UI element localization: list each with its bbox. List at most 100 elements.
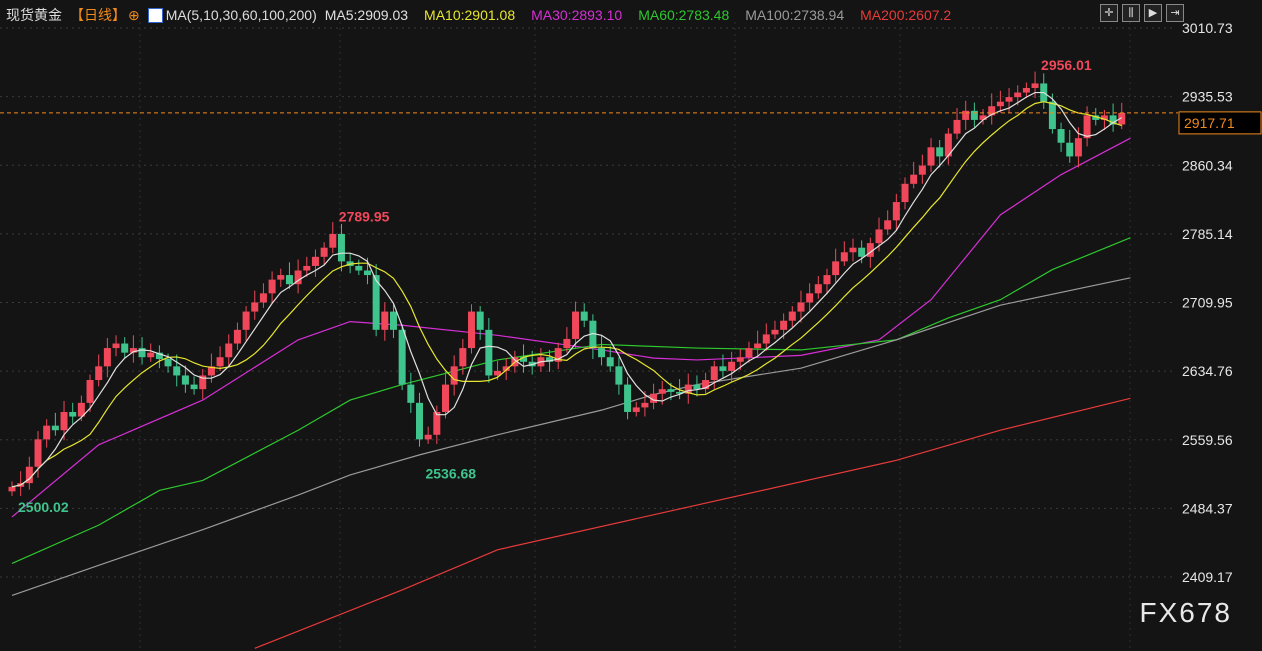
candle-up [806,293,814,303]
y-tick-label: 3010.73 [1182,20,1233,36]
candle-down [355,265,363,271]
candle-up [442,384,449,412]
candle-up [918,165,926,175]
candle-up [199,375,207,390]
candle-down [415,402,423,440]
candle-down [389,311,397,330]
y-tick-label: 2634.76 [1182,363,1233,379]
candle-down [285,275,293,285]
candle-up [311,256,319,266]
jump-end-icon[interactable]: ⇥ [1166,4,1184,22]
watermark: FX678 [1139,597,1232,628]
candle-down [970,110,978,120]
ma-line-ma30 [11,137,1131,518]
y-tick-label: 2484.37 [1182,500,1233,516]
candle-up [823,275,831,285]
candle-down [693,384,701,390]
candle-down [363,270,371,276]
candle-down [190,384,198,390]
settings-icon[interactable]: ⊕ [128,6,140,23]
candle-up [788,311,796,321]
candle-up [884,220,892,230]
candle-up [207,366,215,376]
candle-up [962,110,970,120]
ma-line-ma60 [11,237,1131,565]
last-price-label: 2917.71 [1184,115,1235,131]
last-price-tag [1178,111,1262,135]
ma-value-4: MA100:2738.94 [745,7,845,23]
candle-up [34,439,42,467]
candle-up [1118,112,1126,125]
candle-down [398,329,406,385]
candle-down [1048,101,1056,130]
candle-up [1031,83,1039,88]
period-label[interactable]: 【日线】 [70,7,126,23]
candle-up [381,311,389,330]
candle-up [259,293,267,303]
candle-down [676,391,684,394]
candle-up [1100,115,1108,120]
candle-down [624,384,632,412]
candle-down [173,366,181,376]
candle-up [433,411,441,435]
candle-down [164,359,172,367]
candle-up [450,366,458,385]
candle-up [866,243,874,257]
candle-up [849,247,857,253]
ma-line-ma200 [254,397,1131,649]
indicator-icon[interactable] [147,7,163,23]
candle-down [407,384,415,403]
candle-down [589,320,597,349]
price-annotation: 2789.95 [339,208,390,224]
candle-up [268,279,276,294]
candle-down [546,357,554,362]
candle-up [702,380,710,390]
candle-up [43,425,51,440]
price-annotation: 2500.02 [18,499,69,515]
candle-up [832,261,840,276]
candle-up [25,466,33,484]
candle-down [181,375,189,385]
price-annotation: 2956.01 [1041,57,1092,73]
ma-line-ma100 [11,277,1131,596]
candle-up [554,348,562,362]
ma-line-ma10 [11,101,1122,488]
candle-up [129,348,137,353]
candle-up [650,393,658,403]
candle-down [1109,115,1117,125]
symbol-name: 现货黄金 [6,7,62,23]
candle-up [1014,92,1022,98]
candle-up [1022,87,1030,93]
candle-up [684,384,692,394]
candle-up [892,202,900,221]
candle-down [719,366,727,371]
candle-up [728,361,736,371]
candle-up [840,252,848,262]
zoom-range-icon[interactable]: ⫼ [1122,4,1140,22]
candle-down [520,357,528,362]
candle-up [95,366,103,381]
candle-up [944,133,952,157]
candle-up [459,348,467,367]
play-icon[interactable]: ▶ [1144,4,1162,22]
ma-value-5: MA200:2607.2 [860,7,952,23]
candle-up [736,357,744,362]
chart-header: 现货黄金 【日线】 ⊕ MA(5,10,30,60,100,200) MA5:2… [6,5,959,25]
candle-down [372,275,380,330]
candle-up [658,389,666,394]
candle-up [762,334,770,344]
candle-down [936,147,944,157]
candle-down [667,389,675,392]
candle-down [476,311,484,330]
candle-up [780,320,788,330]
candle-down [1066,142,1074,157]
crosshair-icon[interactable]: ✛ [1100,4,1118,22]
candle-up [632,407,640,412]
candle-up [563,338,571,349]
candle-up [1005,97,1013,102]
candle-down [1092,115,1100,120]
y-tick-label: 2785.14 [1182,226,1233,242]
candle-up [251,302,259,312]
candle-down [1057,129,1065,143]
